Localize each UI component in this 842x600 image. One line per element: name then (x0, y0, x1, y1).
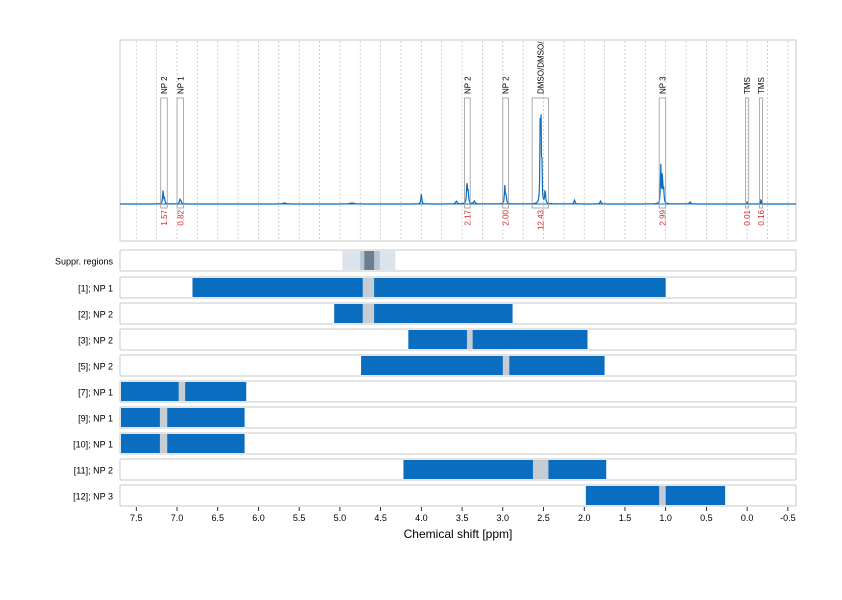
peak-window (160, 97, 168, 209)
peak-window (464, 97, 471, 209)
peak-window (176, 97, 184, 209)
spectrum-panel: NP 2 1.57 NP 1 0.82 NP 2 2.17 NP 2 2.00 DMSO/DMS… (119, 39, 797, 242)
peak-integral: 0.01 (743, 209, 752, 225)
x-tick-label: 0.5 (700, 513, 713, 523)
range-rows: Suppr. regions [1]; NP 1 [2]; NP 2 [3]; NP … (55, 249, 797, 507)
x-tick-label: 7.0 (171, 513, 184, 523)
x-tick-label: 5.0 (334, 513, 347, 523)
range-bar (192, 278, 666, 297)
peak-label: NP 2 (463, 76, 472, 94)
range-bar (403, 460, 607, 479)
x-axis-label: Chemical shift [ppm] (404, 527, 513, 541)
peak-window (658, 97, 667, 209)
row-label: [5]; NP 2 (78, 362, 113, 372)
row-label: [11]; NP 2 (74, 466, 113, 476)
row-label: [2]; NP 2 (78, 310, 113, 320)
row-label: Suppr. regions (55, 257, 114, 267)
row-frame (119, 406, 797, 429)
x-tick-label: 6.0 (252, 513, 265, 523)
row-label: [1]; NP 1 (78, 284, 113, 294)
peak-window (758, 97, 764, 209)
range-gap (466, 330, 473, 349)
suppression-inner (364, 251, 375, 270)
row-frame (119, 432, 797, 455)
x-tick-label: 4.5 (374, 513, 387, 523)
row-label: [7]; NP 1 (78, 388, 113, 398)
range-gap (362, 304, 375, 323)
range-gap (532, 460, 549, 479)
range-bar (121, 408, 245, 427)
peak-window (502, 97, 509, 209)
peak-integral: 0.82 (176, 209, 185, 225)
peak-label: NP 1 (176, 76, 185, 94)
peak-integral: 2.99 (658, 209, 667, 225)
range-bar (408, 330, 588, 349)
x-tick-label: 3.0 (497, 513, 510, 523)
x-tick-label: 3.5 (456, 513, 469, 523)
x-tick-label: 2.5 (537, 513, 550, 523)
peak-integral: 2.00 (502, 209, 511, 225)
peak-label: DMSO/DMSO/ (536, 41, 545, 94)
x-tick-label: 2.0 (578, 513, 591, 523)
row-label: [10]; NP 1 (73, 440, 113, 450)
peak-label: NP 3 (658, 76, 667, 94)
peak-label: NP 2 (160, 76, 169, 94)
range-gap (659, 486, 666, 505)
x-tick-label: 1.0 (659, 513, 672, 523)
x-axis: 7.5 7.0 6.5 6.0 5.5 5.0 4.5 4.0 3.5 3.0 2.5 2.0 1.5 1… (130, 507, 796, 523)
range-bar (121, 434, 245, 453)
range-gap (178, 382, 186, 401)
row-frame (119, 249, 797, 272)
range-gap (362, 278, 375, 297)
peak-window (531, 97, 549, 209)
x-tick-label: 5.5 (293, 513, 306, 523)
range-bar (361, 356, 605, 375)
range-bar (334, 304, 513, 323)
x-tick-label: 4.0 (415, 513, 428, 523)
peak-integral: 0.16 (757, 209, 766, 225)
peak-integral: 2.17 (463, 209, 472, 225)
peak-label: TMS (757, 77, 766, 94)
x-tick-label: -0.5 (780, 513, 796, 523)
row-label: [9]; NP 1 (78, 414, 113, 424)
peak-label: NP 2 (502, 76, 511, 94)
range-gap (159, 434, 168, 453)
peak-window (745, 97, 750, 209)
peak-label: TMS (743, 77, 752, 94)
range-bar (585, 486, 726, 505)
peak-integral: 1.57 (160, 209, 169, 225)
range-gap (159, 408, 168, 427)
peak-integral: 12.43 (536, 209, 545, 230)
spectrum-frame (119, 39, 797, 242)
x-tick-label: 0.0 (741, 513, 754, 523)
x-tick-label: 1.5 (619, 513, 632, 523)
range-gap (502, 356, 510, 375)
row-frame (119, 380, 797, 403)
x-tick-label: 7.5 (130, 513, 143, 523)
x-tick-label: 6.5 (211, 513, 224, 523)
row-label: [12]; NP 3 (73, 492, 113, 502)
row-label: [3]; NP 2 (78, 336, 113, 346)
